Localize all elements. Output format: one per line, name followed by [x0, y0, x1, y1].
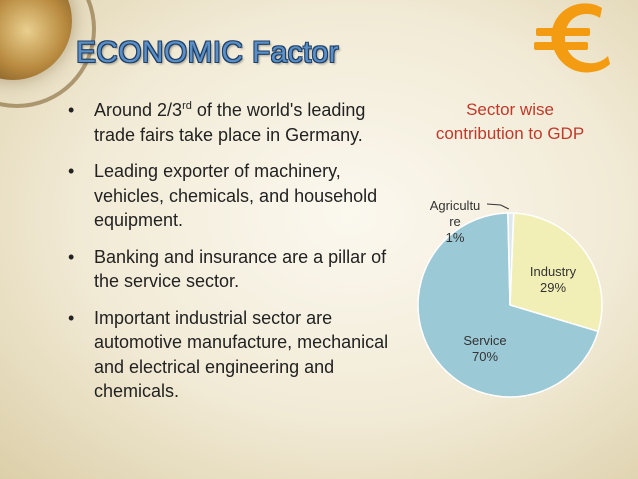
pie-slice-agriculture	[507, 212, 515, 306]
bullet-list: • Around 2/3rd of the world's leading tr…	[62, 98, 397, 416]
pie-label-agriculture: Agricultu re 1%	[430, 198, 481, 245]
bullet-item: • Important industrial sector are automo…	[62, 306, 397, 404]
bullet-text: Banking and insurance are a pillar of th…	[94, 246, 387, 292]
bullet-text: Important industrial sector are automoti…	[94, 307, 389, 402]
bullet-marker: •	[68, 307, 75, 328]
bullet-marker: •	[68, 161, 75, 181]
ordinal-suffix: rd	[182, 100, 192, 112]
bullet-text: Leading exporter of machinery, vehicles,…	[94, 161, 378, 230]
pie-label-service: Service 70%	[463, 333, 506, 364]
bullet-item: • Banking and insurance are a pillar of …	[62, 245, 397, 294]
pie-slice-service	[417, 212, 600, 398]
pie-leader-line	[486, 203, 510, 210]
pie-chart: Industry 29% Service 70% Agricultu re 1%	[417, 198, 603, 398]
bullet-text: Around 2/3	[94, 100, 183, 120]
pie-slice-industry	[509, 212, 603, 333]
euro-icon	[530, 0, 626, 80]
chart-title-line: contribution to GDP	[435, 124, 585, 143]
chart-title-line: Sector wise	[466, 100, 554, 119]
bullet-marker: •	[68, 100, 75, 120]
bullet-text-continued: of the world's leading trade fairs take …	[94, 100, 366, 145]
slide-title: ECONOMIC Factor	[76, 36, 339, 69]
chart-title: Sector wise contribution to GDP	[405, 98, 615, 146]
pie-label-industry: Industry 29%	[530, 264, 577, 295]
bullet-marker: •	[68, 246, 75, 267]
bullet-item: • Leading exporter of machinery, vehicle…	[62, 159, 397, 233]
bullet-item: • Around 2/3rd of the world's leading tr…	[62, 98, 397, 147]
